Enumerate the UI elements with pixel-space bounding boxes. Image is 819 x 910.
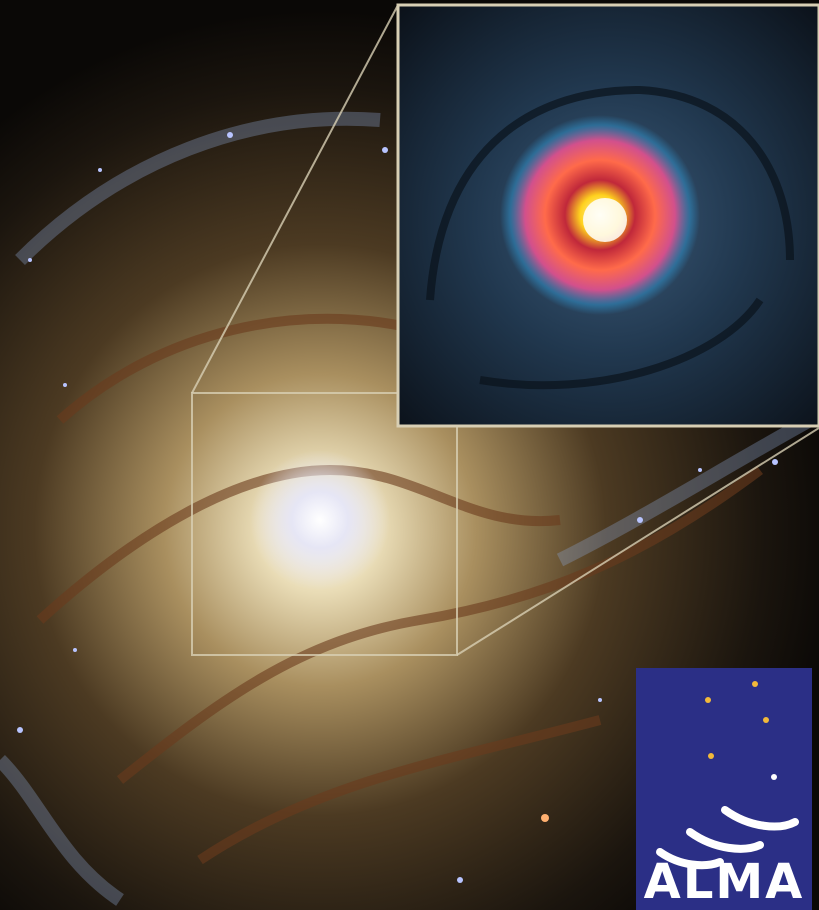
dust-lanes bbox=[36, 313, 763, 865]
inset bbox=[396, 3, 819, 428]
outer-arms bbox=[0, 111, 814, 906]
logo-text: ALMA bbox=[644, 854, 805, 910]
zoom-lines bbox=[191, 4, 819, 656]
red-star bbox=[541, 814, 549, 822]
alma-logo: ALMA bbox=[636, 668, 812, 910]
galaxy-core bbox=[250, 450, 390, 590]
stars bbox=[17, 132, 778, 883]
